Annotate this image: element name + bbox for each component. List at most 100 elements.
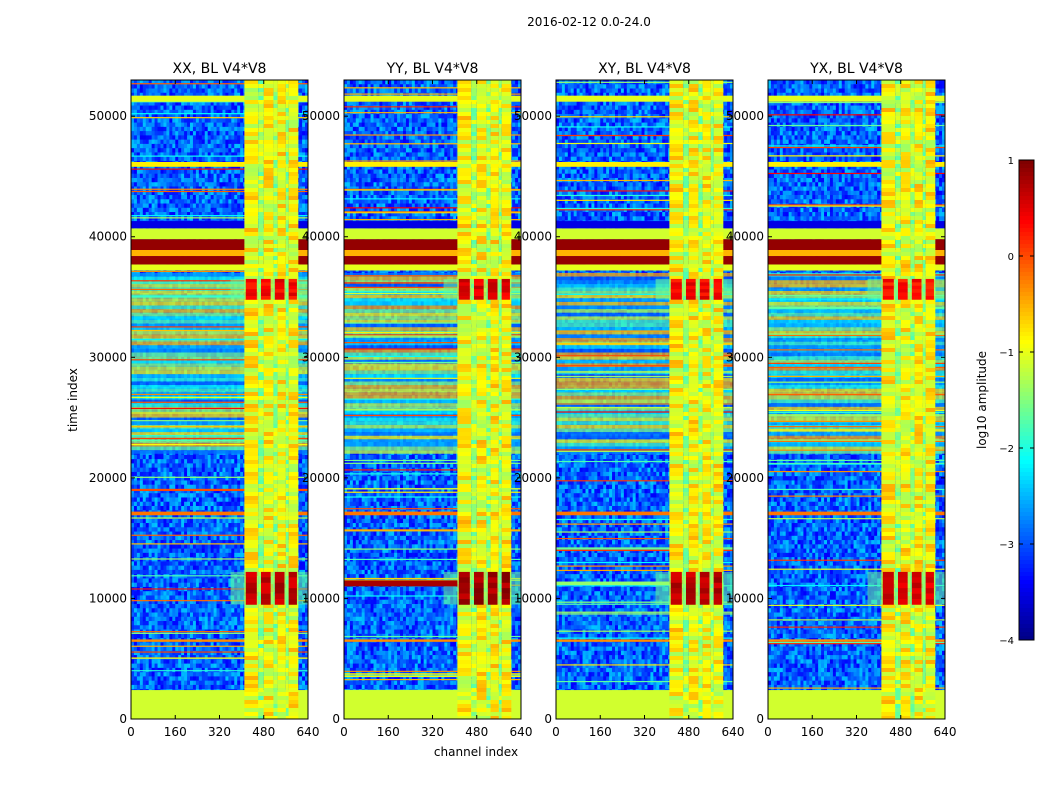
burst-cell (713, 296, 722, 300)
burst-cell (882, 582, 894, 589)
row-feature (344, 249, 521, 257)
colorbar-segment (1019, 452, 1034, 457)
burst-cell (501, 282, 510, 287)
burst-cell (670, 282, 682, 287)
row-feature (131, 221, 308, 229)
colorbar-segment (1019, 564, 1034, 569)
y-tick-label: 0 (119, 712, 127, 726)
burst-cell (897, 593, 908, 600)
x-tick-label: 320 (633, 725, 656, 739)
burst-cell (670, 582, 682, 589)
x-tick-label: 480 (677, 725, 700, 739)
burst-cell (670, 571, 682, 578)
colorbar-segment (1019, 396, 1034, 401)
panel-title: XX, BL V4*V8 (173, 61, 267, 77)
burst-cell (699, 282, 710, 287)
row-feature (131, 256, 308, 265)
burst-cell (670, 285, 682, 290)
x-tick-label: 480 (465, 725, 488, 739)
colorbar-segment (1019, 536, 1034, 541)
burst-cell (713, 588, 722, 594)
colorbar-segment (1019, 240, 1034, 245)
burst-cell (897, 282, 908, 287)
row-feature (768, 256, 945, 265)
burst-cell (713, 599, 722, 605)
burst-cell (911, 582, 922, 589)
colorbar-segment (1019, 512, 1034, 517)
row-feature (131, 239, 308, 250)
colorbar: −4 −3 −2 −1 0 1 log10 amplitude (975, 156, 1035, 647)
colorbar-segment (1019, 600, 1034, 605)
burst-cell (501, 577, 510, 584)
colorbar-segment (1019, 492, 1034, 497)
colorbar-segment (1019, 284, 1034, 289)
row-feature (131, 228, 308, 240)
colorbar-segment (1019, 344, 1034, 349)
colorbar-segment (1019, 176, 1034, 181)
burst-cell (473, 599, 484, 605)
colorbar-segment (1019, 520, 1034, 525)
colorbar-segment (1019, 220, 1034, 225)
burst-cell (685, 285, 696, 290)
colorbar-segment (1019, 592, 1034, 597)
burst-cell (911, 285, 922, 290)
colorbar-segment (1019, 268, 1034, 273)
colorbar-segment (1019, 528, 1034, 533)
colorbar-segment (1019, 420, 1034, 425)
burst-cell (487, 577, 498, 584)
colorbar-segment (1019, 208, 1034, 213)
x-tick-label: 160 (164, 725, 187, 739)
burst-cell (911, 289, 922, 293)
colorbar-segment (1019, 620, 1034, 625)
burst-cell (925, 292, 934, 297)
burst-cell (245, 571, 257, 578)
burst-cell (670, 588, 682, 594)
colorbar-segment (1019, 308, 1034, 313)
row-feature (768, 95, 945, 102)
colorbar-segment (1019, 304, 1034, 309)
colorbar-segment (1019, 320, 1034, 325)
colorbar-segment (1019, 164, 1034, 169)
colorbar-segment (1019, 288, 1034, 293)
burst-cell (685, 282, 696, 287)
x-tick-label: 0 (127, 725, 135, 739)
y-tick-label: 30000 (302, 350, 340, 364)
burst-cell (685, 571, 696, 578)
colorbar-segment (1019, 408, 1034, 413)
colorbar-segment (1019, 488, 1034, 493)
colorbar-segment (1019, 432, 1034, 437)
heatmap-panel-4: YX, BL V4*V8 0 160 320 480 640 0 10000 20000 3000… (726, 61, 957, 739)
colorbar-segment (1019, 300, 1034, 305)
colorbar-segment (1019, 500, 1034, 505)
colorbar-segment (1019, 424, 1034, 429)
colorbar-segment (1019, 392, 1034, 397)
burst-cell (458, 296, 470, 300)
burst-cell (911, 599, 922, 605)
panel-title: YX, BL V4*V8 (809, 61, 903, 77)
burst-cell (458, 588, 470, 594)
heatmap-image (556, 80, 733, 719)
x-tick-label: 0 (552, 725, 560, 739)
burst-cell (260, 588, 271, 594)
burst-cell (699, 571, 710, 578)
row-feature (344, 256, 521, 265)
colorbar-segment (1019, 616, 1034, 621)
burst-streak (556, 581, 670, 586)
x-tick-label: 320 (208, 725, 231, 739)
burst-cell (882, 588, 894, 594)
burst-cell (288, 593, 297, 600)
colorbar-segment (1019, 436, 1034, 441)
burst-cell (487, 292, 498, 297)
row-feature (768, 161, 945, 167)
x-tick-label: 640 (510, 725, 533, 739)
y-tick-label: 10000 (89, 591, 127, 605)
heatmap-panel-1: XX, BL V4*V8 0 160 320 480 640 0 10000 20000 3000… (89, 61, 320, 739)
row-feature (556, 264, 733, 271)
burst-cell (501, 593, 510, 600)
panels: XX, BL V4*V8 0 160 320 480 640 0 10000 20000 3000… (89, 61, 957, 739)
row-feature (344, 228, 521, 240)
burst-cell (274, 599, 285, 605)
colorbar-segment (1019, 228, 1034, 233)
colorbar-segment (1019, 280, 1034, 285)
